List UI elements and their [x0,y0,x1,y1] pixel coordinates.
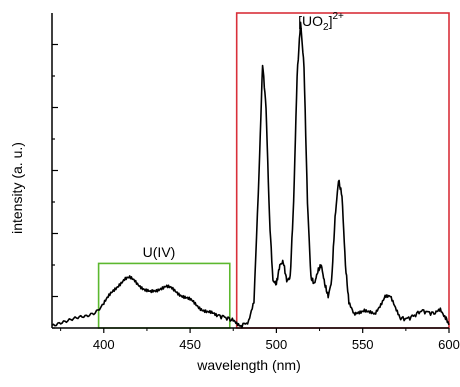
x-tick-label: 450 [179,337,201,352]
x-tick-label: 500 [266,337,288,352]
x-axis-ticks: 400 450 500 550 600 [60,328,460,352]
x-tick-label: 550 [352,337,374,352]
x-tick-label: 600 [438,337,460,352]
series-line [51,21,450,329]
uo2-label-subscript: 2 [323,22,329,33]
uiv-region-box [97,262,231,329]
y-axis-label: intensity (a. u.) [9,142,25,234]
uo2-label-bracket: ] [329,13,333,29]
uo2-label-base: [UO [298,13,323,29]
x-axis-label: wavelength (nm) [196,357,301,373]
y-axis-ticks [52,43,58,329]
annotation-label-uo2: [UO2]2+ [298,11,344,33]
annotation-label-uiv: U(IV) [143,244,176,260]
x-tick-label: 400 [93,337,115,352]
uo2-label-superscript: 2+ [332,11,344,22]
